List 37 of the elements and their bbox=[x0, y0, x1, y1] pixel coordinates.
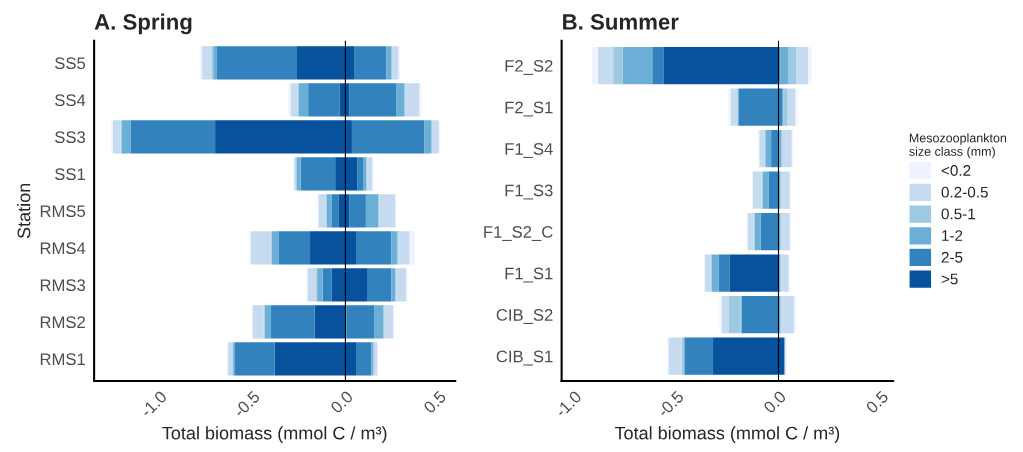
x-tick-label: 0.5 bbox=[865, 390, 889, 414]
chart-title: A. Spring bbox=[94, 13, 192, 35]
y-tick-label: SS3 bbox=[55, 131, 86, 144]
y-tick-label: F1_S3 bbox=[505, 184, 553, 200]
x-axis-title: Total biomass (mmol C / m³) bbox=[614, 426, 840, 444]
y-tick-label: SS5 bbox=[55, 57, 86, 70]
x-tick-label: 0.0 bbox=[762, 390, 787, 414]
y-tick-label: F2_S1 bbox=[505, 101, 553, 117]
x-tick-label: -1.0 bbox=[139, 390, 168, 418]
y-tick-label: RMS5 bbox=[40, 205, 86, 218]
y-tick-label: RMS3 bbox=[40, 279, 86, 292]
legend-label: 1-2 bbox=[942, 230, 963, 241]
y-tick-label: CIB_S2 bbox=[496, 309, 553, 324]
x-tick-label: -1.0 bbox=[554, 390, 583, 418]
x-tick-label: 0.5 bbox=[422, 390, 447, 414]
x-tick-label: -0.5 bbox=[656, 390, 685, 418]
legend-label: 2-5 bbox=[941, 251, 963, 263]
y-tick-label: F1_S1 bbox=[505, 267, 553, 283]
y-tick-label: RMS4 bbox=[40, 242, 86, 255]
y-axis-title: Station bbox=[17, 183, 31, 239]
legend-title: Mesozooplankton size class (mm) bbox=[909, 133, 1007, 159]
y-tick-label: CIB_S1 bbox=[496, 350, 553, 366]
x-tick-label: -0.5 bbox=[232, 390, 261, 418]
y-tick-label: RMS1 bbox=[40, 353, 85, 366]
y-tick-label: F2_S2 bbox=[505, 59, 553, 75]
y-tick-label: F1_S2_C bbox=[484, 226, 553, 241]
legend-label: >5 bbox=[941, 273, 958, 285]
y-tick-label: F1_S4 bbox=[505, 143, 553, 158]
y-tick-label: SS4 bbox=[55, 94, 86, 107]
legend-label: 0.2-0.5 bbox=[941, 186, 988, 198]
y-tick-label: RMS2 bbox=[40, 316, 85, 329]
chart-title: B. Summer bbox=[563, 14, 679, 30]
legend-label: 0.5-1 bbox=[941, 208, 976, 220]
x-tick-label: 0.0 bbox=[329, 390, 354, 414]
y-tick-label: SS1 bbox=[55, 168, 85, 181]
x-axis-title: Total biomass (mmol C / m³) bbox=[162, 426, 387, 444]
legend-label: <0.2 bbox=[941, 165, 971, 176]
